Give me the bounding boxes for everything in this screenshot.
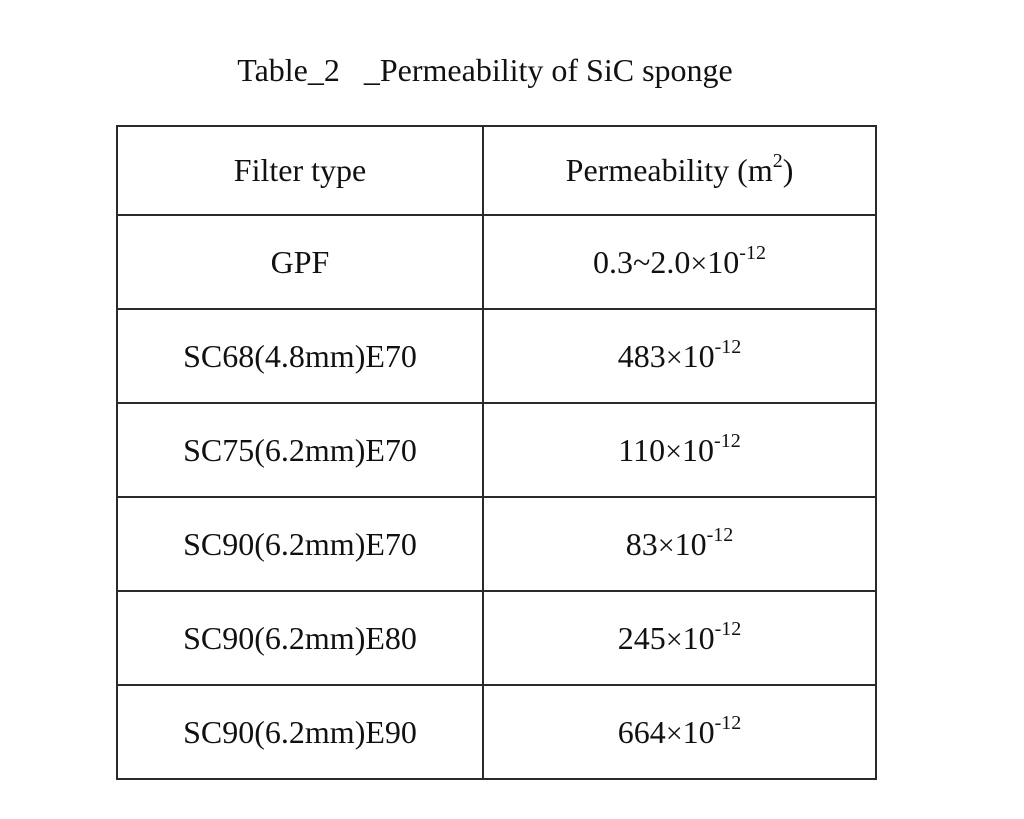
table-header-row: Filter type Permeability (m2) xyxy=(116,125,877,216)
header-permeability-label: Permeability (m xyxy=(565,152,773,188)
permeability-exponent: -12 xyxy=(714,429,741,452)
multiply-sign: × xyxy=(665,340,683,374)
header-permeability: Permeability (m2) xyxy=(482,125,877,216)
permeability-exponent: -12 xyxy=(739,241,766,264)
table-row: SC90(6.2mm)E70 83×10-12 xyxy=(116,496,877,592)
permeability-exponent: -12 xyxy=(714,711,742,734)
permeability-exponent: -12 xyxy=(714,617,742,640)
permeability-coefficient: 483 xyxy=(617,337,666,374)
filter-type-cell: SC90(6.2mm)E70 xyxy=(116,496,484,592)
permeability-cell: 245×10-12 xyxy=(482,590,877,686)
permeability-cell: 0.3~2.0×10-12 xyxy=(482,214,877,310)
multiply-sign: × xyxy=(657,528,675,562)
table-row: SC90(6.2mm)E90 664×10-12 xyxy=(116,684,877,780)
header-filter-type: Filter type xyxy=(116,125,484,216)
multiply-sign: × xyxy=(665,622,683,656)
table-row: SC68(4.8mm)E70 483×10-12 xyxy=(116,308,877,404)
permeability-coefficient: 245 xyxy=(617,619,666,656)
multiply-sign: × xyxy=(665,716,683,750)
permeability-base: 10 xyxy=(707,243,740,280)
table-row: GPF 0.3~2.0×10-12 xyxy=(116,214,877,310)
table-caption: Table_2 _Permeability of SiC sponge xyxy=(237,52,733,88)
permeability-exponent: -12 xyxy=(706,523,734,546)
permeability-base: 10 xyxy=(682,619,715,656)
filter-type-cell: SC90(6.2mm)E90 xyxy=(116,684,484,780)
permeability-base: 10 xyxy=(674,525,707,562)
table-row: SC75(6.2mm)E70 110×10-12 xyxy=(116,402,877,498)
permeability-coefficient: 110 xyxy=(618,431,666,468)
filter-type-cell: SC75(6.2mm)E70 xyxy=(116,402,484,498)
permeability-exponent: -12 xyxy=(714,335,742,358)
permeability-coefficient: 83 xyxy=(625,525,658,562)
permeability-base: 10 xyxy=(682,713,715,750)
permeability-cell: 664×10-12 xyxy=(482,684,877,780)
table-row: SC90(6.2mm)E80 245×10-12 xyxy=(116,590,877,686)
filter-type-cell: GPF xyxy=(116,214,484,310)
permeability-coefficient: 0.3~2.0 xyxy=(593,243,691,280)
permeability-cell: 483×10-12 xyxy=(482,308,877,404)
permeability-table: Filter type Permeability (m2) GPF 0.3~2.… xyxy=(116,125,877,780)
header-permeability-close: ) xyxy=(782,152,794,188)
permeability-coefficient: 664 xyxy=(617,713,666,750)
header-permeability-exponent: 2 xyxy=(772,150,783,172)
filter-type-cell: SC68(4.8mm)E70 xyxy=(116,308,484,404)
multiply-sign: × xyxy=(690,246,708,280)
permeability-cell: 110×10-12 xyxy=(482,402,877,498)
permeability-base: 10 xyxy=(682,431,715,468)
multiply-sign: × xyxy=(665,434,683,468)
permeability-cell: 83×10-12 xyxy=(482,496,877,592)
permeability-base: 10 xyxy=(682,337,715,374)
filter-type-cell: SC90(6.2mm)E80 xyxy=(116,590,484,686)
